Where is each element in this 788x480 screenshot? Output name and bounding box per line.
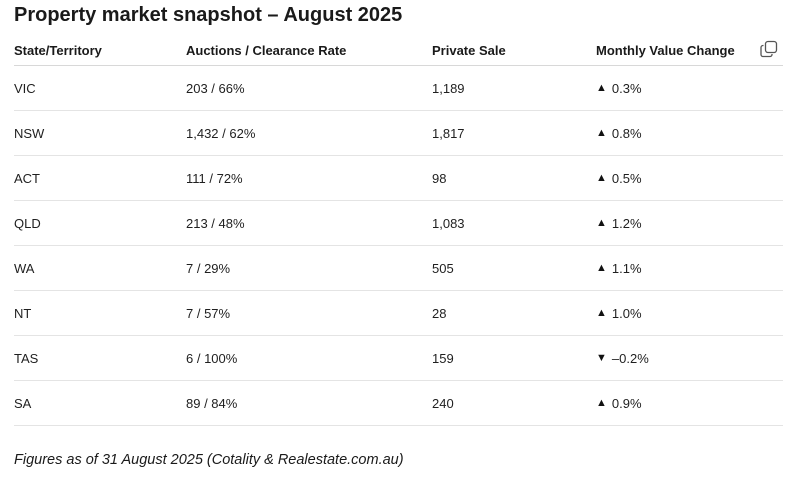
up-arrow-icon: ▲ xyxy=(596,217,607,229)
private-sale-cell: 1,817 xyxy=(432,125,465,141)
change-value: 0.9% xyxy=(611,395,642,411)
state-cell: NSW xyxy=(14,125,45,141)
header-state: State/Territory xyxy=(14,43,102,58)
change-value: 0.5% xyxy=(611,170,642,186)
auctions-cell: 89 / 84% xyxy=(186,395,238,411)
state-cell: WA xyxy=(14,260,35,276)
change-value: 0.8% xyxy=(611,125,642,141)
table-row: VIC 203 / 66% 1,189 ▲ 0.3% xyxy=(14,66,783,111)
private-sale-cell: 240 xyxy=(432,395,454,411)
property-table: State/Territory Auctions / Clearance Rat… xyxy=(14,36,783,426)
private-sale-cell: 1,189 xyxy=(432,80,465,96)
change-value: 1.2% xyxy=(611,215,642,231)
change-value: 0.3% xyxy=(611,80,642,96)
table-row: TAS 6 / 100% 159 ▼ –0.2% xyxy=(14,336,783,381)
monthly-change-cell: ▲ 0.8% xyxy=(596,111,642,155)
copy-button[interactable] xyxy=(760,40,778,58)
private-sale-cell: 159 xyxy=(432,350,454,366)
private-sale-cell: 98 xyxy=(432,170,447,186)
state-cell: ACT xyxy=(14,170,40,186)
private-sale-cell: 28 xyxy=(432,305,447,321)
header-monthly-change: Monthly Value Change xyxy=(596,43,735,58)
table-row: ACT 111 / 72% 98 ▲ 0.5% xyxy=(14,156,783,201)
table-header-row: State/Territory Auctions / Clearance Rat… xyxy=(14,36,783,66)
copy-icon xyxy=(760,40,778,58)
monthly-change-cell: ▲ 1.0% xyxy=(596,291,642,335)
page-title: Property market snapshot – August 2025 xyxy=(14,4,403,26)
up-arrow-icon: ▲ xyxy=(596,397,607,409)
auctions-cell: 111 / 72% xyxy=(186,170,243,186)
up-arrow-icon: ▲ xyxy=(596,262,607,274)
change-value: 1.1% xyxy=(611,260,642,276)
up-arrow-icon: ▲ xyxy=(596,127,607,139)
auctions-cell: 213 / 48% xyxy=(186,215,245,231)
table-row: NT 7 / 57% 28 ▲ 1.0% xyxy=(14,291,783,336)
table-row: QLD 213 / 48% 1,083 ▲ 1.2% xyxy=(14,201,783,246)
monthly-change-cell: ▲ 0.9% xyxy=(596,381,642,425)
up-arrow-icon: ▲ xyxy=(596,172,607,184)
state-cell: NT xyxy=(14,305,32,321)
state-cell: TAS xyxy=(14,350,39,366)
monthly-change-cell: ▼ –0.2% xyxy=(596,336,649,380)
up-arrow-icon: ▲ xyxy=(596,82,607,94)
state-cell: SA xyxy=(14,395,32,411)
table-row: SA 89 / 84% 240 ▲ 0.9% xyxy=(14,381,783,426)
auctions-cell: 1,432 / 62% xyxy=(186,125,256,141)
auctions-cell: 203 / 66% xyxy=(186,80,245,96)
table-row: WA 7 / 29% 505 ▲ 1.1% xyxy=(14,246,783,291)
auctions-cell: 7 / 29% xyxy=(186,260,231,276)
up-arrow-icon: ▲ xyxy=(596,307,607,319)
table-row: NSW 1,432 / 62% 1,817 ▲ 0.8% xyxy=(14,111,783,156)
header-auctions: Auctions / Clearance Rate xyxy=(186,43,347,58)
auctions-cell: 6 / 100% xyxy=(186,350,238,366)
monthly-change-cell: ▲ 0.5% xyxy=(596,156,642,200)
monthly-change-cell: ▲ 1.2% xyxy=(596,201,642,245)
auctions-cell: 7 / 57% xyxy=(186,305,231,321)
state-cell: VIC xyxy=(14,80,36,96)
change-value: –0.2% xyxy=(611,350,649,366)
header-private-sale: Private Sale xyxy=(432,43,506,58)
down-arrow-icon: ▼ xyxy=(596,352,607,364)
private-sale-cell: 1,083 xyxy=(432,215,465,231)
monthly-change-cell: ▲ 0.3% xyxy=(596,66,642,110)
change-value: 1.0% xyxy=(611,305,642,321)
monthly-change-cell: ▲ 1.1% xyxy=(596,246,642,290)
footnote: Figures as of 31 August 2025 (Cotality &… xyxy=(14,452,404,468)
state-cell: QLD xyxy=(14,215,41,231)
private-sale-cell: 505 xyxy=(432,260,454,276)
